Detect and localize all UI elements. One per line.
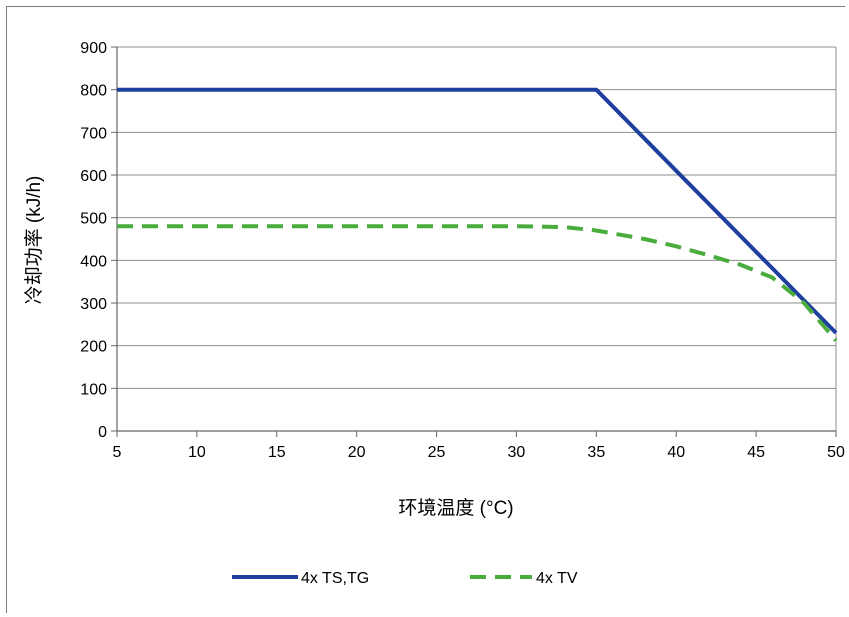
- x-tick-label-20: 20: [348, 444, 366, 461]
- x-tick-label-45: 45: [747, 444, 765, 461]
- chart-frame: [6, 6, 845, 613]
- x-tick-label-15: 15: [268, 444, 286, 461]
- y-tick-label-300: 300: [80, 296, 107, 313]
- legend-label-tv: 4x TV: [536, 570, 578, 587]
- x-axis-title: 环境温度 (°C): [398, 497, 513, 519]
- x-tick-label-50: 50: [827, 444, 845, 461]
- x-tick-label-5: 5: [113, 444, 122, 461]
- series-layer: [117, 87, 838, 342]
- y-tick-label-0: 0: [98, 424, 107, 441]
- tick-label-layer: 0 100 200 300 400 500 600 700 800 900 5 10 15 20 25 30 3…: [80, 40, 845, 461]
- grid-layer: [117, 46, 837, 431]
- series-line-0: [117, 87, 838, 335]
- y-tick-label-600: 600: [80, 168, 107, 185]
- y-tick-label-200: 200: [80, 339, 107, 356]
- y-tick-label-900: 900: [80, 40, 107, 57]
- y-axis-title: 冷却功率 (kJ/h): [23, 176, 45, 305]
- y-tick-label-800: 800: [80, 83, 107, 100]
- x-tick-label-25: 25: [428, 444, 446, 461]
- x-tick-label-40: 40: [667, 444, 685, 461]
- y-tick-label-700: 700: [80, 125, 107, 142]
- y-tick-label-500: 500: [80, 211, 107, 228]
- axis-layer: [111, 46, 837, 437]
- y-tick-label-400: 400: [80, 253, 107, 270]
- y-tick-label-100: 100: [80, 381, 107, 398]
- series-line-1: [117, 224, 838, 342]
- legend-label-ts-tg: 4x TS,TG: [301, 570, 369, 587]
- x-tick-label-10: 10: [188, 444, 206, 461]
- x-tick-label-30: 30: [508, 444, 526, 461]
- legend: 4x TS,TG 4x TV: [232, 570, 578, 587]
- x-tick-label-35: 35: [587, 444, 605, 461]
